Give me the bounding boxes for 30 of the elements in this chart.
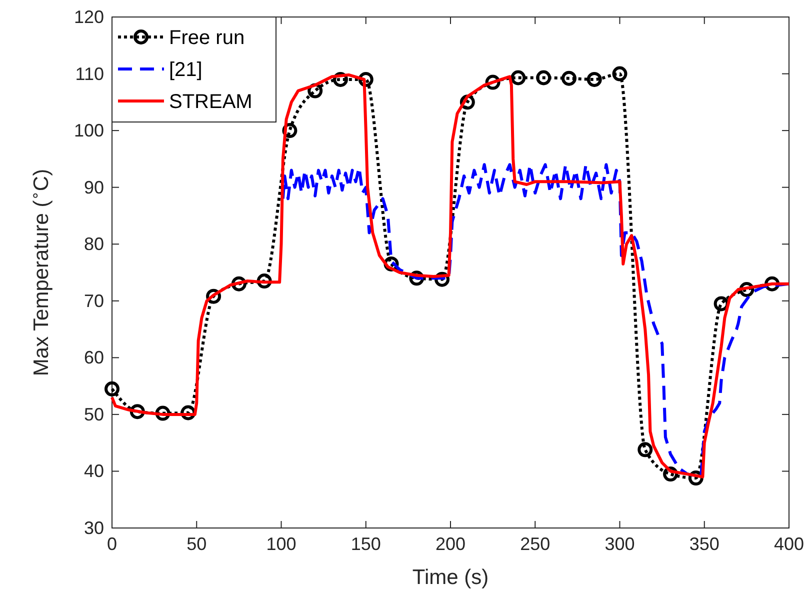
point [104,381,120,396]
y-tick-label: 50 [84,404,104,424]
y-tick-label: 70 [84,290,104,311]
point [612,66,628,82]
x-tick-label: 250 [520,534,550,554]
y-tick-label: 80 [84,234,104,254]
x-tick-label: 0 [106,534,118,554]
x-tick-label: 200 [435,534,466,554]
x-tick-label: 150 [350,534,381,554]
x-axis-title: Time (s) [412,566,489,589]
y-tick-label: 100 [74,120,104,141]
point [638,442,653,458]
x-tick-label: 50 [186,534,207,554]
y-tick-label: 60 [84,348,104,368]
point [586,72,602,87]
x-tick-label: 100 [266,534,296,554]
legend-label: [21] [169,59,202,81]
legend-label: STREAM [169,91,252,113]
x-tick-label: 400 [774,534,804,554]
point [510,70,526,86]
legend-label: Free run [169,27,245,49]
y-tick-label: 40 [84,461,104,482]
y-tick-label: 120 [74,7,104,27]
y-tick-label: 90 [84,177,104,198]
y-tick-label: 110 [75,64,104,84]
x-tick-label: 350 [689,534,720,554]
x-tick-label: 300 [604,534,635,554]
y-tick-label: 30 [84,518,104,538]
point [561,70,576,86]
point [536,70,552,86]
